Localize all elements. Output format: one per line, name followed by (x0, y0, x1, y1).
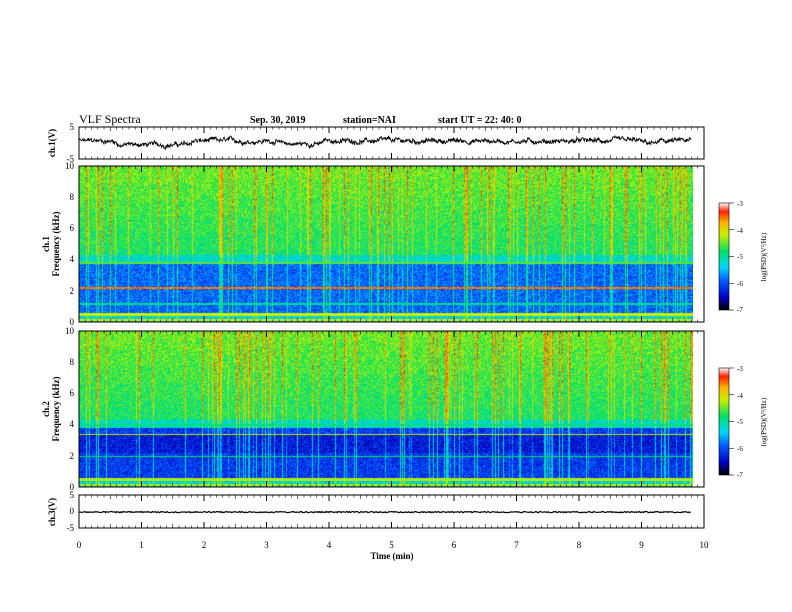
ch1-colorbar (718, 202, 730, 311)
ch3-ylabel: ch.3(V) (47, 498, 57, 526)
ch3-waveform-line (78, 510, 691, 514)
x-tick-label: 7 (514, 540, 519, 550)
ch1-ylabel: ch.1(V) (47, 129, 57, 157)
ch1-freq-tick-4: 4 (70, 254, 75, 264)
x-tick-label: 3 (264, 540, 269, 550)
x-axis-label: Time (min) (370, 551, 413, 561)
ch1-freq-tick-8: 8 (70, 192, 75, 202)
x-tick-label: 4 (327, 540, 332, 550)
ch1-spectrogram-image (79, 166, 693, 322)
ch2-spec-ylabel-frequency: Frequency (kHz) (51, 376, 61, 441)
ch1-colorbar-tick-m6: -6 (737, 280, 743, 288)
ch1-ytick-bottom: -5 (67, 154, 75, 164)
ch1-freq-tick-2: 2 (70, 286, 75, 296)
x-tick-label: 2 (202, 540, 207, 550)
ch1-colorbar-label: log(PSD)(V²/Hz) (760, 232, 768, 281)
ch2-colorbar (718, 367, 730, 476)
ch2-colorbar-tick-m4: -4 (737, 392, 743, 400)
ch1-waveform-panel: 5 -5 ch.1(V) (47, 122, 705, 164)
ch1-freq-tick-10: 10 (65, 161, 75, 171)
ch2-spec-ylabel-channel: ch.2 (41, 401, 51, 417)
ch1-freq-tick-0: 0 (70, 317, 75, 327)
ch2-spectrogram-panel: 10 8 6 4 2 0 ch.2 Frequency (kHz) -3 -4 … (41, 326, 768, 492)
x-tick-label: 0 (77, 540, 82, 550)
ch1-spec-ylabel-channel: ch.1 (41, 236, 51, 252)
ch2-freq-tick-4: 4 (70, 419, 75, 429)
ch2-spectrogram-image (79, 331, 693, 487)
station-label: station=NAI (343, 115, 396, 126)
ch2-colorbar-label: log(PSD)(V²/Hz) (760, 397, 768, 446)
x-tick-label: 8 (577, 540, 582, 550)
ch2-freq-tick-8: 8 (70, 357, 75, 367)
ch2-freq-tick-10: 10 (65, 326, 75, 336)
ch1-freq-tick-6: 6 (70, 223, 75, 233)
ch2-freq-tick-0: 0 (70, 482, 75, 492)
x-tick-label: 9 (639, 540, 644, 550)
ch1-spec-ylabel-frequency: Frequency (kHz) (51, 211, 61, 276)
ch2-freq-tick-6: 6 (70, 388, 75, 398)
ch1-colorbar-tick-m4: -4 (737, 227, 743, 235)
x-tick-label: 5 (389, 540, 394, 550)
ch1-spectrogram-panel: 10 8 6 4 2 0 ch.1 Frequency (kHz) -3 -4 (41, 161, 768, 327)
ch2-colorbar-tick-m6: -6 (737, 445, 743, 453)
start-time-label: start UT = 22: 40: 0 (438, 115, 522, 126)
date-label: Sep. 30, 2019 (250, 115, 306, 126)
ch3-ytick-top: 5 (70, 490, 75, 500)
ch2-colorbar-tick-m5: -5 (737, 418, 743, 426)
x-tick-label: 6 (452, 540, 457, 550)
ch1-waveform-line (78, 134, 692, 151)
ch2-colorbar-tick-m3: -3 (737, 365, 743, 373)
x-tick-label: 10 (700, 540, 710, 550)
x-tick-label: 1 (139, 540, 144, 550)
ch1-colorbar-tick-m7: -7 (737, 306, 743, 314)
ch2-freq-tick-2: 2 (70, 451, 75, 461)
chart-title: VLF Spectra (79, 112, 141, 126)
ch2-colorbar-tick-m7: -7 (737, 471, 743, 479)
ch3-waveform-panel: 5 0 -5 ch.3(V) 0 1 2 3 4 5 6 7 8 9 10 Time (min) (47, 490, 709, 561)
ch1-colorbar-tick-m5: -5 (737, 253, 743, 261)
ch1-ytick-top: 5 (70, 122, 75, 132)
ch3-ytick-bottom: -5 (67, 523, 75, 533)
ch1-colorbar-tick-m3: -3 (737, 200, 743, 208)
ch3-ytick-mid: 0 (70, 506, 75, 516)
